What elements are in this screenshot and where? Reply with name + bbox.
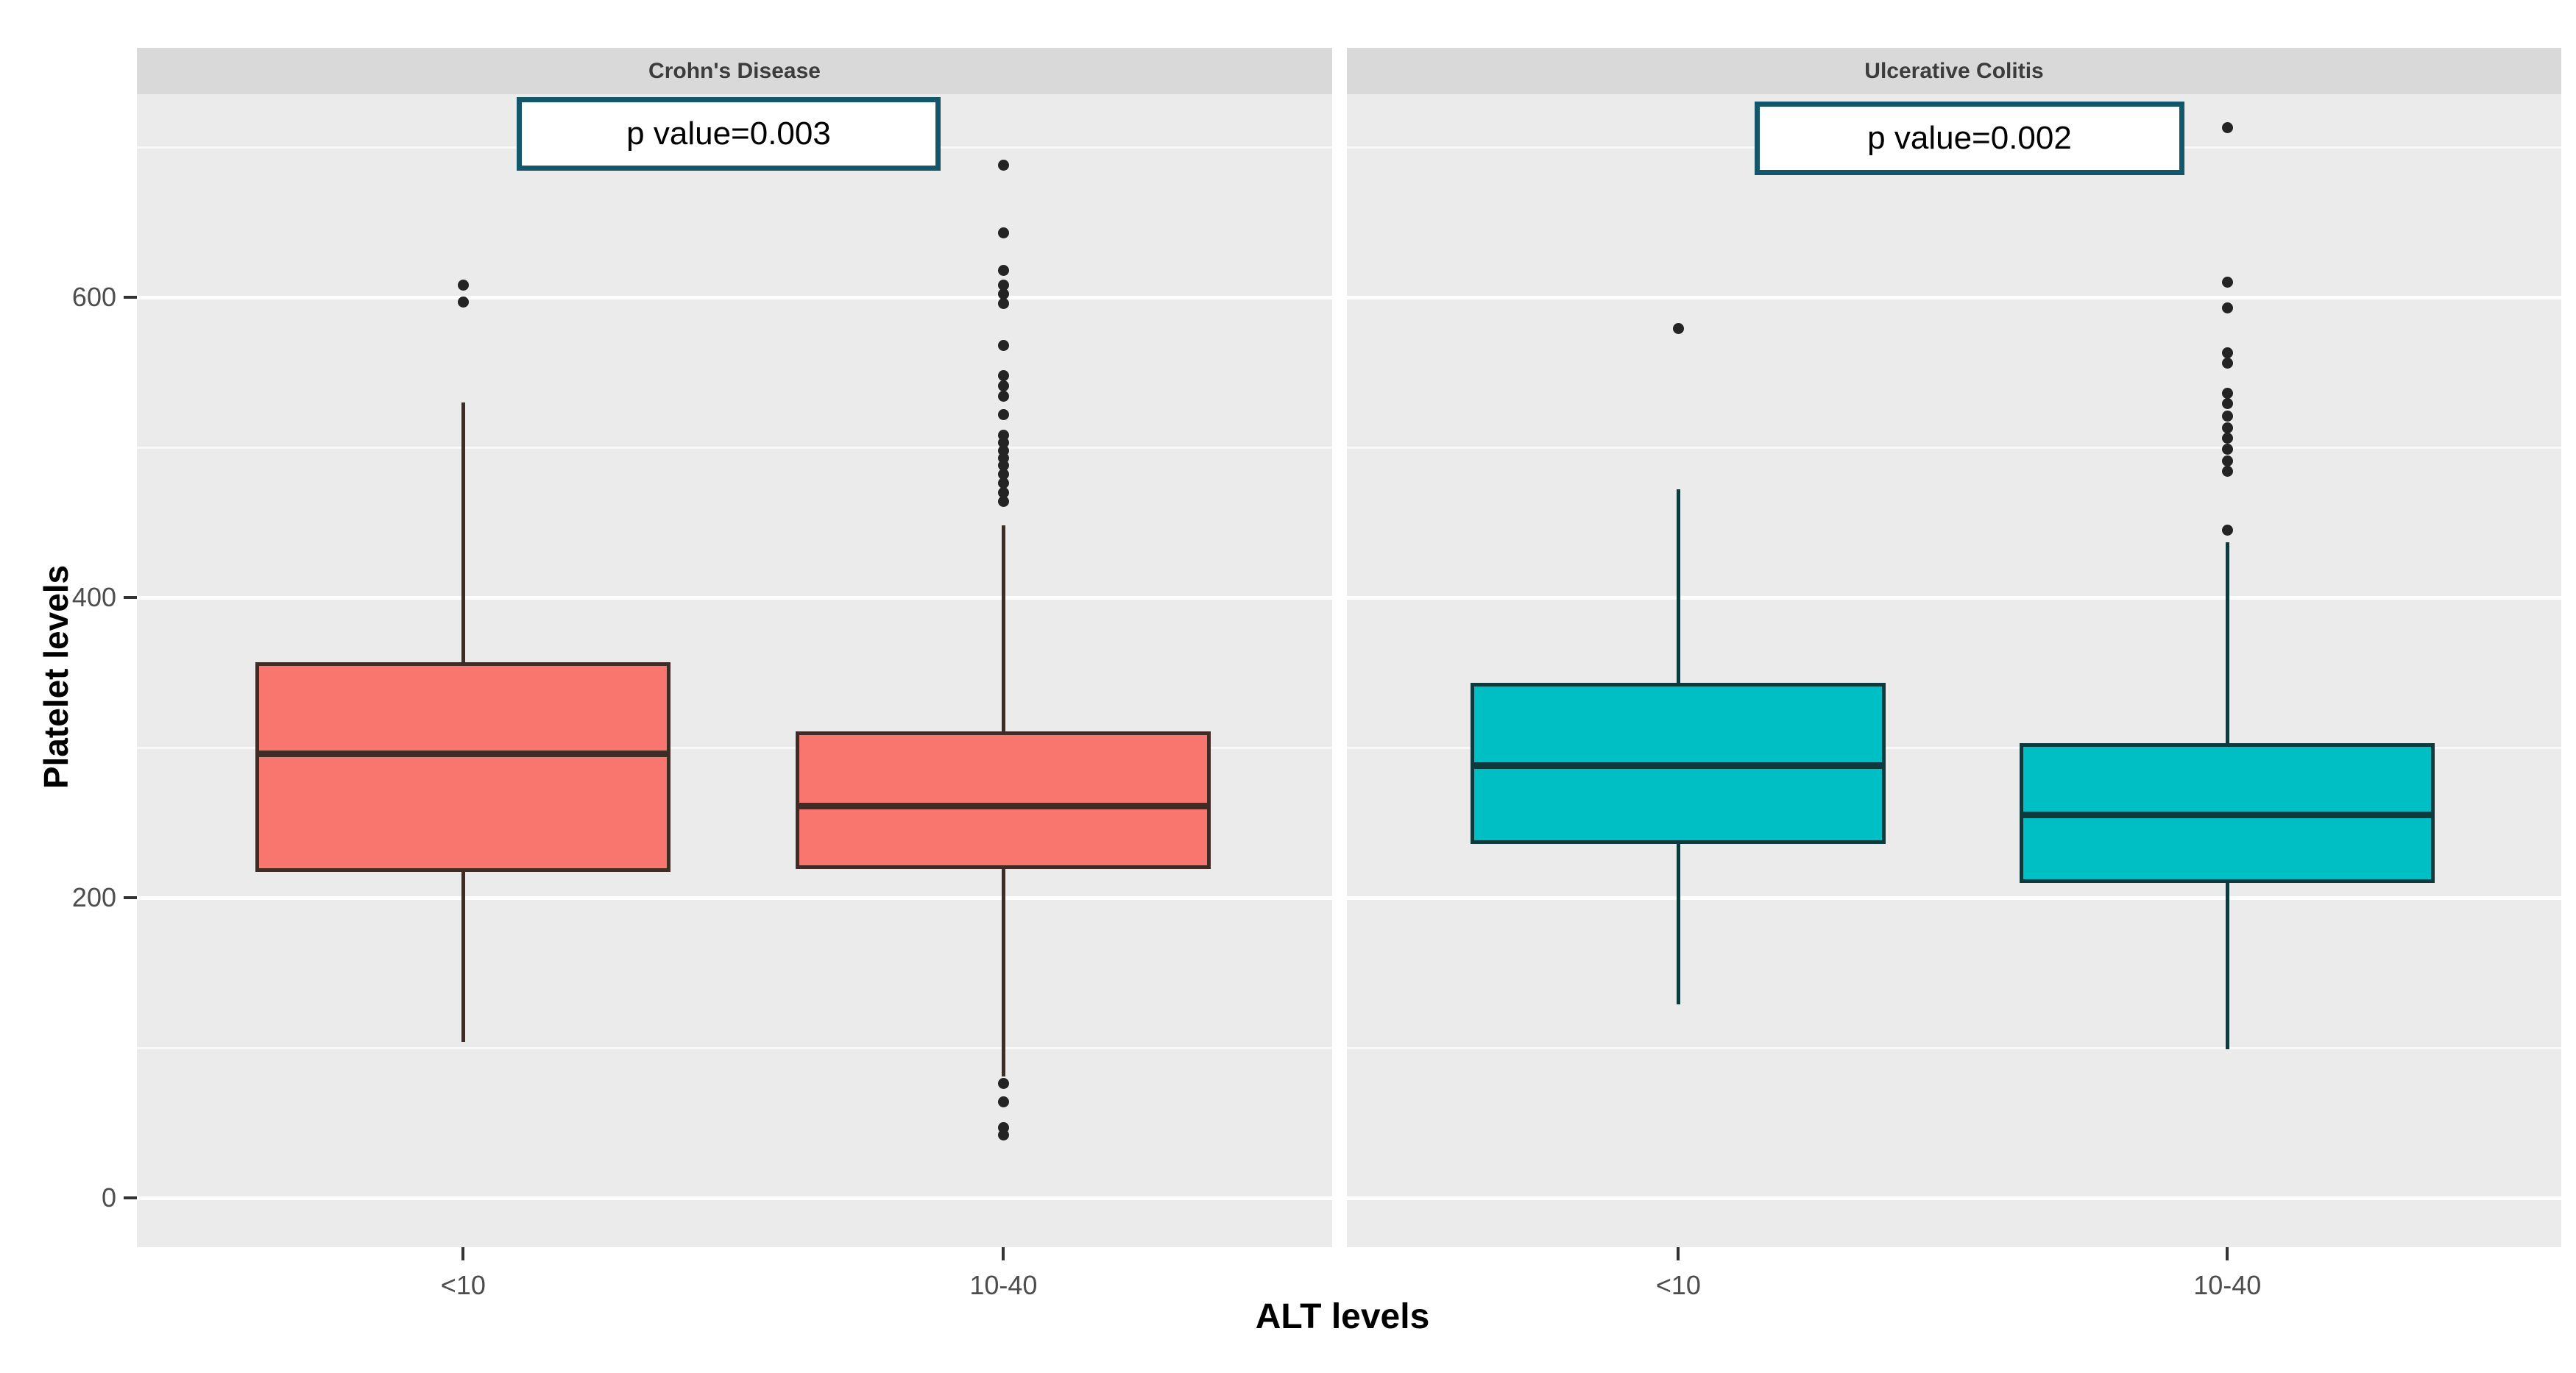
minor-gridline	[1347, 1046, 2561, 1049]
p-value-text: p value=0.002	[1867, 120, 2072, 156]
x-axis-tick-mark	[461, 1247, 465, 1260]
outlier-dot	[997, 486, 1009, 498]
major-gridline	[137, 1196, 1332, 1200]
minor-gridline	[137, 746, 1332, 749]
outlier-dot	[2221, 121, 2233, 133]
x-tick-label-1040-crohns: 10-40	[969, 1270, 1038, 1300]
p-value-text: p value=0.003	[626, 116, 831, 152]
outlier-dot	[457, 280, 469, 291]
outlier-dot	[457, 296, 469, 308]
outlier-dot	[997, 391, 1009, 402]
x-axis-title: ALT levels	[1255, 1297, 1430, 1336]
outlier-dot	[2221, 358, 2233, 369]
p-value-annotation-uc: p value=0.002	[1755, 102, 2184, 175]
median-line	[255, 750, 671, 757]
outlier-dot	[997, 264, 1009, 276]
outlier-dot	[997, 280, 1009, 291]
box-iqr	[796, 731, 1211, 870]
box-iqr	[255, 661, 671, 873]
facet-strip-label: Crohn's Disease	[648, 58, 821, 83]
outlier-dot	[2221, 455, 2233, 466]
panel-ulcerative-colitis	[1347, 94, 2561, 1247]
outlier-dot	[997, 1078, 1009, 1090]
y-axis-tick-mark	[124, 1196, 137, 1199]
minor-gridline	[137, 1046, 1332, 1049]
x-axis-tick-mark	[1002, 1247, 1005, 1260]
outlier-dot	[997, 288, 1009, 300]
x-axis-tick-mark	[1677, 1247, 1680, 1260]
major-gridline	[1347, 1196, 2561, 1200]
outlier-dot	[997, 478, 1009, 489]
median-line	[2020, 812, 2435, 819]
outlier-dot	[2221, 398, 2233, 410]
outlier-dot	[2221, 422, 2233, 433]
x-tick-label-lt10-uc: <10	[1655, 1270, 1701, 1300]
x-axis-tick-mark	[2226, 1247, 2229, 1260]
outlier-dot	[1672, 323, 1684, 335]
major-gridline	[1347, 295, 2561, 299]
minor-gridline	[1347, 746, 2561, 749]
outlier-dot	[2221, 388, 2233, 400]
outlier-dot	[997, 227, 1009, 238]
y-axis-tick-mark	[124, 896, 137, 899]
major-gridline	[1347, 595, 2561, 600]
outlier-dot	[997, 408, 1009, 420]
x-tick-label-lt10-crohns: <10	[440, 1270, 486, 1300]
panel-crohns-disease	[137, 94, 1332, 1247]
outlier-dot	[997, 380, 1009, 391]
outlier-dot	[2221, 524, 2233, 536]
outlier-dot	[997, 1129, 1009, 1140]
facet-strip-label: Ulcerative Colitis	[1864, 58, 2044, 83]
median-line	[796, 803, 1211, 810]
minor-gridline	[137, 446, 1332, 449]
y-tick-label-0: 0	[101, 1182, 116, 1213]
outlier-dot	[2221, 443, 2233, 455]
y-tick-label-600: 600	[71, 282, 116, 312]
facet-strip-ulcerative-colitis: Ulcerative Colitis	[1347, 48, 2561, 94]
outlier-dot	[2221, 347, 2233, 358]
major-gridline	[137, 895, 1332, 900]
major-gridline	[137, 595, 1332, 600]
median-line	[1471, 762, 1886, 769]
outlier-dot	[997, 495, 1009, 507]
outlier-dot	[997, 369, 1009, 381]
y-axis-tick-mark	[124, 596, 137, 599]
x-tick-label-1040-uc: 10-40	[2193, 1270, 2262, 1300]
outlier-dot	[997, 469, 1009, 480]
outlier-dot	[997, 1096, 1009, 1107]
outlier-dot	[2221, 277, 2233, 288]
outlier-dot	[2221, 410, 2233, 422]
outlier-dot	[997, 339, 1009, 351]
facet-strip-crohns-disease: Crohn's Disease	[137, 48, 1332, 94]
y-axis-title: Platelet levels	[37, 564, 75, 790]
p-value-annotation-crohns: p value=0.003	[517, 97, 941, 171]
y-tick-label-200: 200	[71, 882, 116, 912]
outlier-dot	[2221, 466, 2233, 478]
major-gridline	[137, 295, 1332, 299]
outlier-dot	[2221, 302, 2233, 313]
major-gridline	[1347, 895, 2561, 900]
outlier-dot	[997, 459, 1009, 471]
minor-gridline	[1347, 446, 2561, 449]
outlier-dot	[2221, 433, 2233, 444]
outlier-dot	[997, 297, 1009, 309]
y-tick-label-400: 400	[71, 582, 116, 612]
y-axis-tick-mark	[124, 296, 137, 299]
outlier-dot	[997, 159, 1009, 171]
